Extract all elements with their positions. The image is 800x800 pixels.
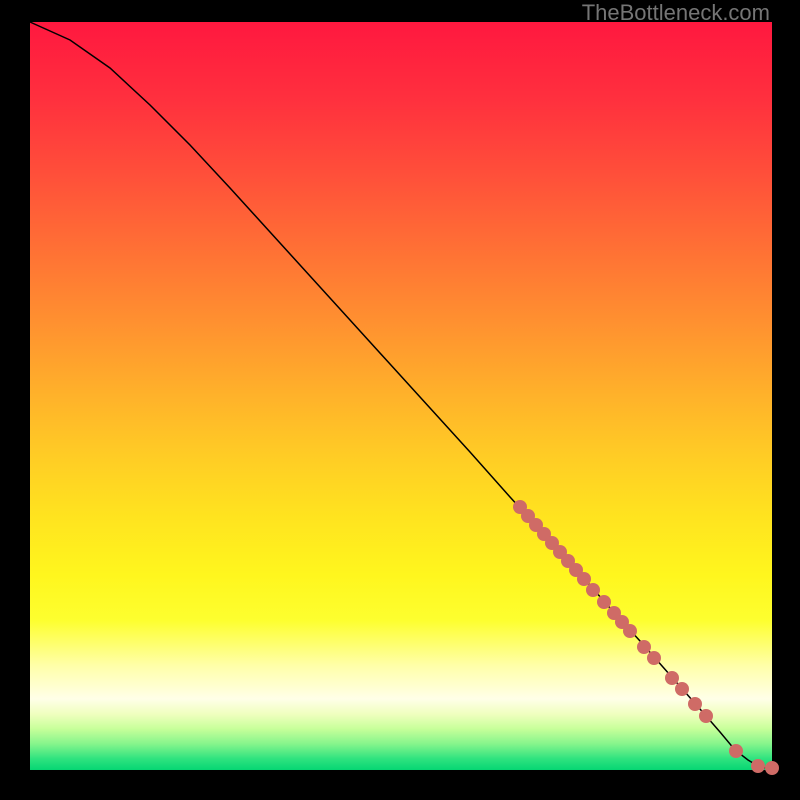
chart-overlay bbox=[0, 0, 800, 800]
data-marker bbox=[577, 572, 591, 586]
data-marker bbox=[623, 624, 637, 638]
data-marker bbox=[586, 583, 600, 597]
data-marker bbox=[688, 697, 702, 711]
data-marker bbox=[699, 709, 713, 723]
data-marker bbox=[675, 682, 689, 696]
chart-container: TheBottleneck.com bbox=[0, 0, 800, 800]
data-marker bbox=[597, 595, 611, 609]
data-marker bbox=[729, 744, 743, 758]
data-marker bbox=[665, 671, 679, 685]
watermark-text: TheBottleneck.com bbox=[582, 0, 770, 26]
data-marker bbox=[765, 761, 779, 775]
data-marker bbox=[751, 759, 765, 773]
data-marker bbox=[647, 651, 661, 665]
data-marker bbox=[637, 640, 651, 654]
